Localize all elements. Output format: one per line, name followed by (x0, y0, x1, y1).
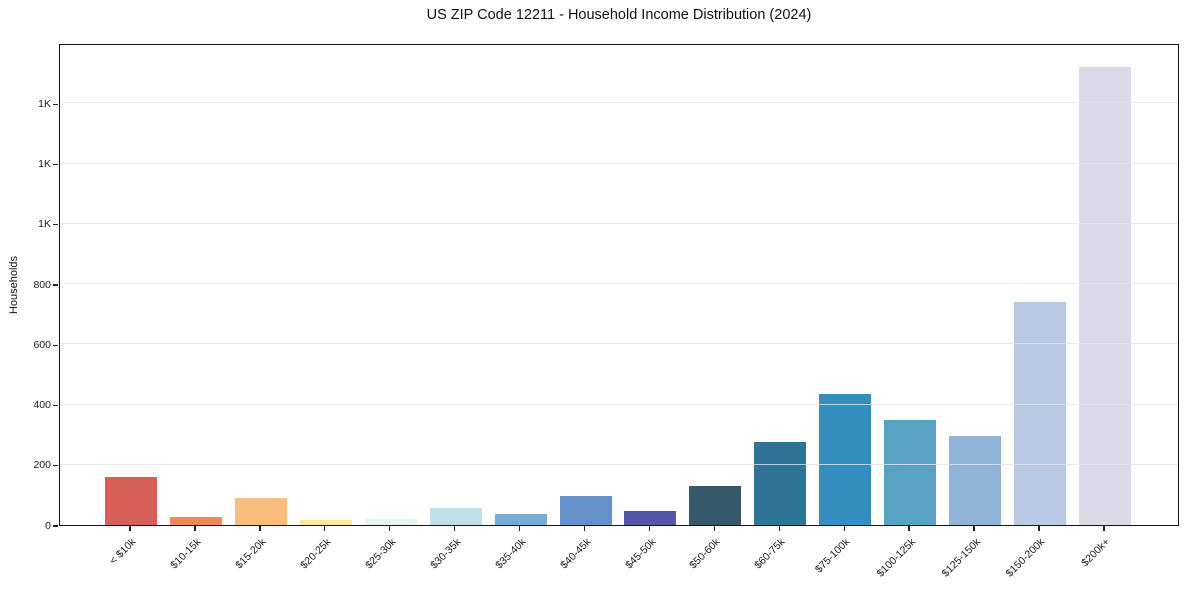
bar (559, 496, 612, 525)
bar (689, 485, 742, 525)
y-tick-label: 1K (38, 158, 51, 170)
x-tick-mark (1038, 526, 1040, 531)
y-tick-label: 600 (33, 338, 51, 351)
x-tick-mark (453, 526, 456, 531)
x-tick-mark (648, 526, 651, 531)
y-tick-mark (53, 284, 58, 286)
y-tick-label: 1K (38, 97, 51, 110)
y-tick-label: 200 (33, 459, 51, 472)
x-tick-mark (908, 526, 910, 531)
y-tick-mark (53, 525, 58, 527)
x-tick-mark (129, 526, 131, 531)
gridline (60, 222, 1178, 224)
bar (949, 436, 1002, 525)
x-tick-mark (518, 526, 521, 531)
chart-title: US ZIP Code 12211 - Household Income Dis… (426, 7, 812, 23)
x-tick-mark (389, 526, 391, 531)
x-tick-mark (583, 526, 586, 531)
bar (624, 511, 677, 525)
bar (754, 442, 807, 525)
x-tick-mark (259, 526, 261, 531)
y-tick-mark (53, 465, 58, 467)
y-tick-label: 1K (38, 218, 51, 231)
y-tick-label: 400 (33, 399, 51, 411)
bar (429, 508, 482, 525)
bar (105, 476, 157, 525)
bar (364, 518, 417, 525)
gridline (60, 343, 1178, 345)
x-tick-mark (194, 526, 196, 531)
gridline (60, 102, 1178, 104)
gridline (60, 162, 1178, 164)
x-tick-mark (713, 526, 716, 531)
bar (884, 419, 937, 525)
bar (494, 514, 547, 525)
x-tick-mark (778, 526, 781, 531)
y-tick-mark (53, 163, 58, 166)
x-tick-mark (1103, 526, 1105, 531)
plot-area (59, 44, 1179, 526)
bar (1014, 302, 1067, 525)
y-tick-mark (53, 404, 58, 407)
y-tick-label: 0 (45, 519, 51, 532)
y-tick-label: 800 (33, 278, 51, 291)
gridline (60, 283, 1178, 284)
bar (299, 520, 352, 525)
y-tick-mark (53, 103, 58, 105)
bar (1078, 67, 1131, 525)
gridline (60, 403, 1178, 405)
bar (234, 497, 287, 525)
x-tick-mark (843, 526, 845, 531)
bar (169, 517, 222, 525)
bar (819, 393, 872, 525)
y-tick-mark (53, 344, 58, 346)
gridline (60, 463, 1178, 465)
x-tick-mark (973, 526, 975, 531)
y-tick-mark (53, 224, 58, 226)
x-tick-mark (324, 526, 326, 531)
